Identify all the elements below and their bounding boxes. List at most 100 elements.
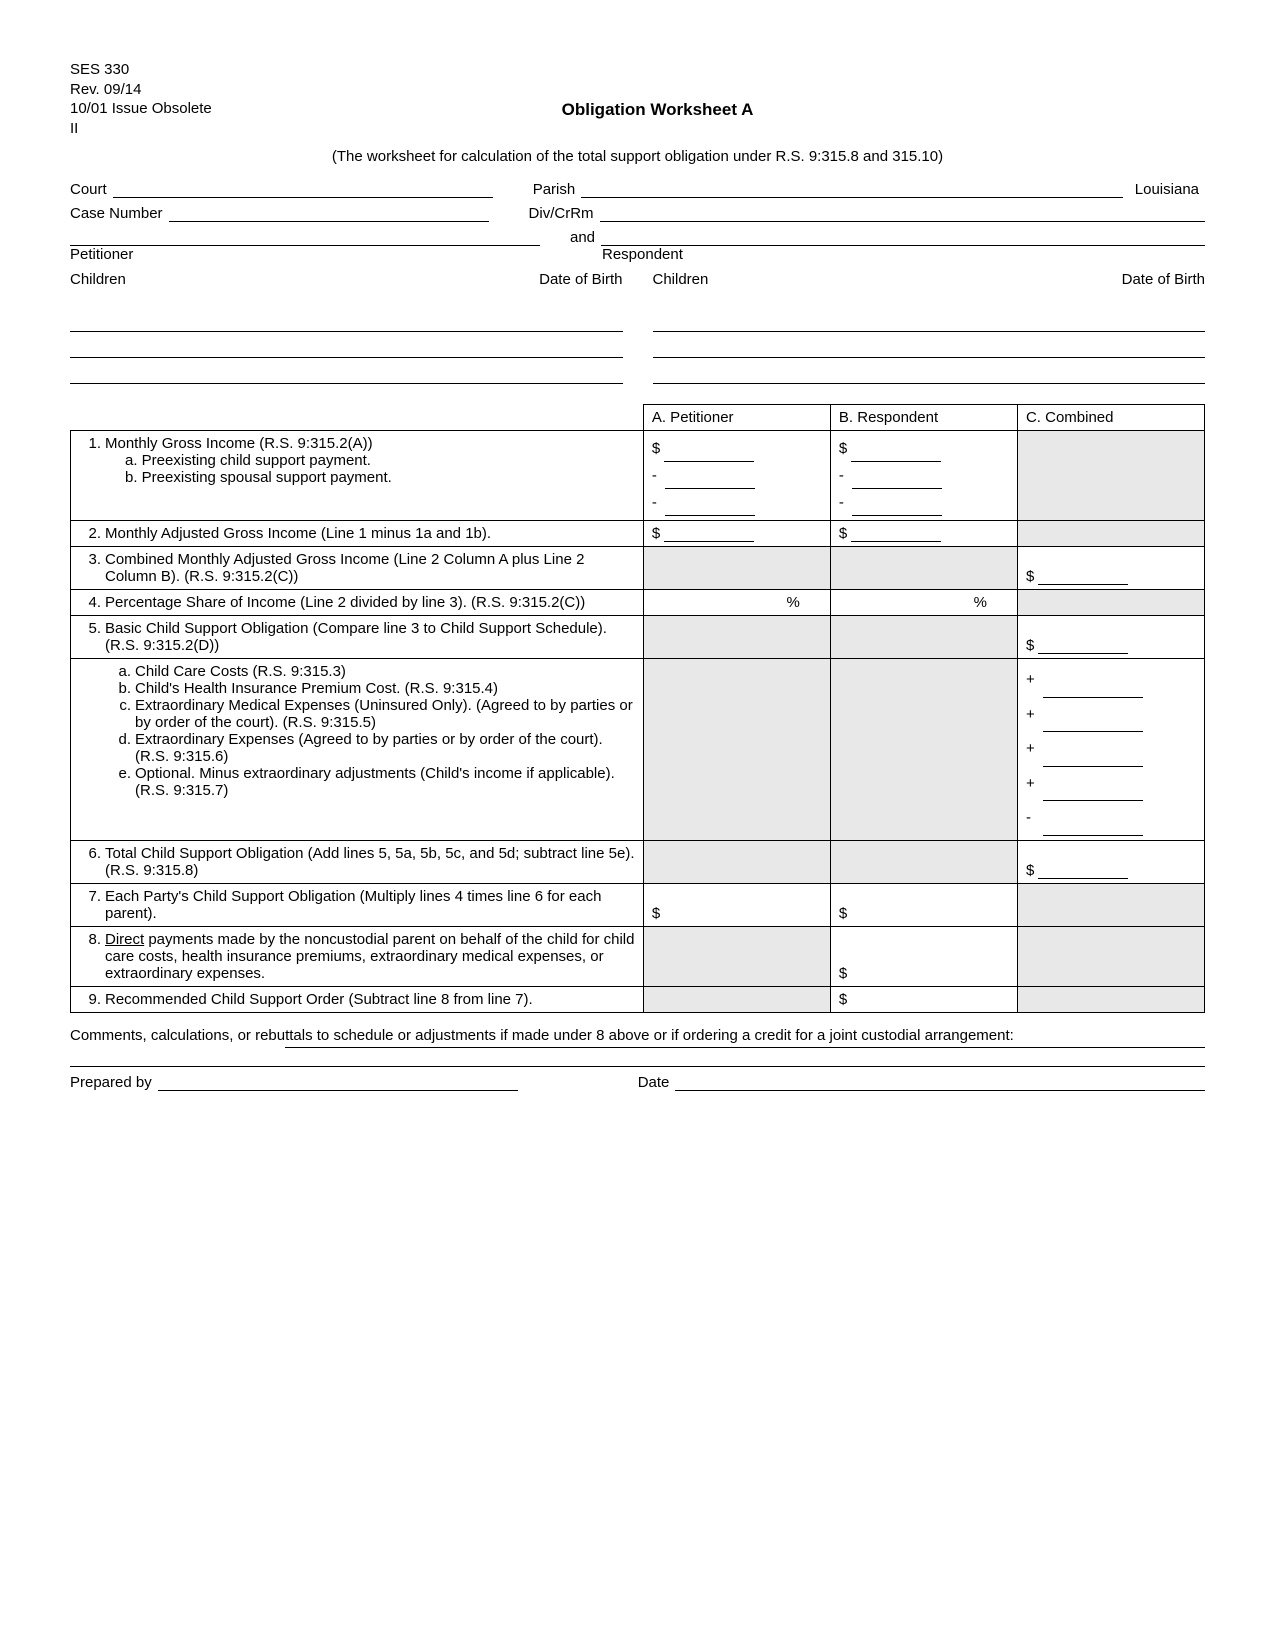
court-parish-row: Court Parish Louisiana (70, 180, 1205, 198)
dollar-sign: $ (839, 991, 847, 1008)
row-6: 6. Total Child Support Obligation (Add l… (71, 840, 1205, 883)
row2-text: Monthly Adjusted Gross Income (Line 1 mi… (105, 525, 635, 542)
dollar-sign: $ (1026, 568, 1034, 585)
row5sub-col-c[interactable]: + + + + - (1017, 659, 1204, 841)
child-line-r2[interactable] (653, 332, 1206, 358)
dollar-sign: $ (839, 525, 847, 542)
row-7: 7. Each Party's Child Support Obligation… (71, 883, 1205, 926)
row1-num: 1. (79, 435, 105, 486)
row7-col-b[interactable]: $ (830, 883, 1017, 926)
child-line-l3[interactable] (70, 358, 623, 384)
row3-col-b (830, 547, 1017, 590)
child-line-l1[interactable] (70, 306, 623, 332)
row5-num: 5. (79, 620, 105, 654)
dollar-sign: $ (652, 440, 660, 457)
form-code: SES 330 (70, 60, 1205, 80)
row5sub-col-b (830, 659, 1017, 841)
div-crrm-input[interactable] (600, 204, 1205, 222)
row8-col-c (1017, 926, 1204, 986)
date-label: Date (638, 1074, 676, 1091)
row1-text: Monthly Gross Income (R.S. 9:315.2(A)) (105, 435, 635, 452)
dollar-sign: $ (839, 905, 847, 922)
row5b-num: b. (109, 680, 135, 697)
row5d-num: d. (109, 731, 135, 765)
row7-num: 7. (79, 888, 105, 922)
row9-col-a (643, 986, 830, 1012)
row5-col-b (830, 616, 1017, 659)
row5e-text: Optional. Minus extraordinary adjustment… (135, 765, 635, 799)
case-number-input[interactable] (169, 204, 489, 222)
row4-col-c (1017, 590, 1204, 616)
header-row: A. Petitioner B. Respondent C. Combined (71, 405, 1205, 431)
petitioner-input[interactable] (70, 228, 540, 246)
minus-sign: - (652, 467, 657, 484)
row8-text: payments made by the noncustodial parent… (105, 931, 634, 982)
row1-col-a[interactable]: $ - - (643, 431, 830, 521)
state-label: Louisiana (1123, 181, 1205, 198)
children-label-right: Children (653, 271, 1122, 288)
and-label: and (570, 229, 601, 246)
row1-col-b[interactable]: $ - - (830, 431, 1017, 521)
court-label: Court (70, 181, 113, 198)
row4-num: 4. (79, 594, 105, 611)
row5-text: Basic Child Support Obligation (Compare … (105, 620, 635, 654)
row1a-text: a. Preexisting child support payment. (105, 452, 635, 469)
row6-col-a (643, 840, 830, 883)
case-div-row: Case Number Div/CrRm (70, 204, 1205, 222)
row4-col-a[interactable]: % (643, 590, 830, 616)
form-roman: II (70, 119, 110, 139)
dob-label-right: Date of Birth (1122, 271, 1205, 288)
form-rev: Rev. 09/14 (70, 80, 1205, 100)
dollar-sign: $ (839, 965, 847, 982)
row5c-text: Extraordinary Medical Expenses (Uninsure… (135, 697, 635, 731)
dollar-sign: $ (652, 525, 660, 542)
row-3: 3. Combined Monthly Adjusted Gross Incom… (71, 547, 1205, 590)
percent-sign: % (787, 594, 800, 611)
row3-num: 3. (79, 551, 105, 585)
row5-col-c[interactable]: $ (1017, 616, 1204, 659)
row7-text: Each Party's Child Support Obligation (M… (105, 888, 635, 922)
row3-col-c[interactable]: $ (1017, 547, 1204, 590)
row2-col-a[interactable]: $ (643, 521, 830, 547)
court-input[interactable] (113, 180, 493, 198)
respondent-input[interactable] (601, 228, 1205, 246)
respondent-label: Respondent (602, 246, 683, 263)
row-5: 5. Basic Child Support Obligation (Compa… (71, 616, 1205, 659)
dollar-sign: $ (652, 905, 660, 922)
comments-input[interactable] (285, 1030, 1205, 1048)
col-a-header: A. Petitioner (643, 405, 830, 431)
row-9: 9. Recommended Child Support Order (Subt… (71, 986, 1205, 1012)
child-line-l2[interactable] (70, 332, 623, 358)
petitioner-label: Petitioner (70, 246, 133, 263)
row2-col-b[interactable]: $ (830, 521, 1017, 547)
child-line-r3[interactable] (653, 358, 1206, 384)
row9-col-b[interactable]: $ (830, 986, 1017, 1012)
row6-col-c[interactable]: $ (1017, 840, 1204, 883)
child-line-r1[interactable] (653, 306, 1206, 332)
row-2: 2. Monthly Adjusted Gross Income (Line 1… (71, 521, 1205, 547)
row5c-num: c. (109, 697, 135, 731)
dollar-sign: $ (1026, 862, 1034, 879)
row3-text: Combined Monthly Adjusted Gross Income (… (105, 551, 635, 585)
row-4: 4. Percentage Share of Income (Line 2 di… (71, 590, 1205, 616)
row9-text: Recommended Child Support Order (Subtrac… (105, 991, 635, 1008)
minus-sign: - (839, 494, 844, 511)
dollar-sign: $ (839, 440, 847, 457)
parish-input[interactable] (581, 180, 1123, 198)
row7-col-a[interactable]: $ (643, 883, 830, 926)
row2-num: 2. (79, 525, 105, 542)
children-label-left: Children (70, 271, 539, 288)
children-section: Children Date of Birth Children Date of … (70, 263, 1205, 384)
row6-col-b (830, 840, 1017, 883)
row-1: 1. Monthly Gross Income (R.S. 9:315.2(A)… (71, 431, 1205, 521)
worksheet-table: A. Petitioner B. Respondent C. Combined … (70, 404, 1205, 1013)
row-5sub: a.Child Care Costs (R.S. 9:315.3) b.Chil… (71, 659, 1205, 841)
plus-sign: + (1026, 775, 1035, 792)
dob-label-left: Date of Birth (539, 271, 622, 288)
date-input[interactable] (675, 1073, 1205, 1091)
row8-num: 8. (79, 931, 105, 982)
form-subtitle: (The worksheet for calculation of the to… (70, 148, 1205, 165)
row4-col-b[interactable]: % (830, 590, 1017, 616)
row8-col-b[interactable]: $ (830, 926, 1017, 986)
prepared-by-input[interactable] (158, 1073, 518, 1091)
